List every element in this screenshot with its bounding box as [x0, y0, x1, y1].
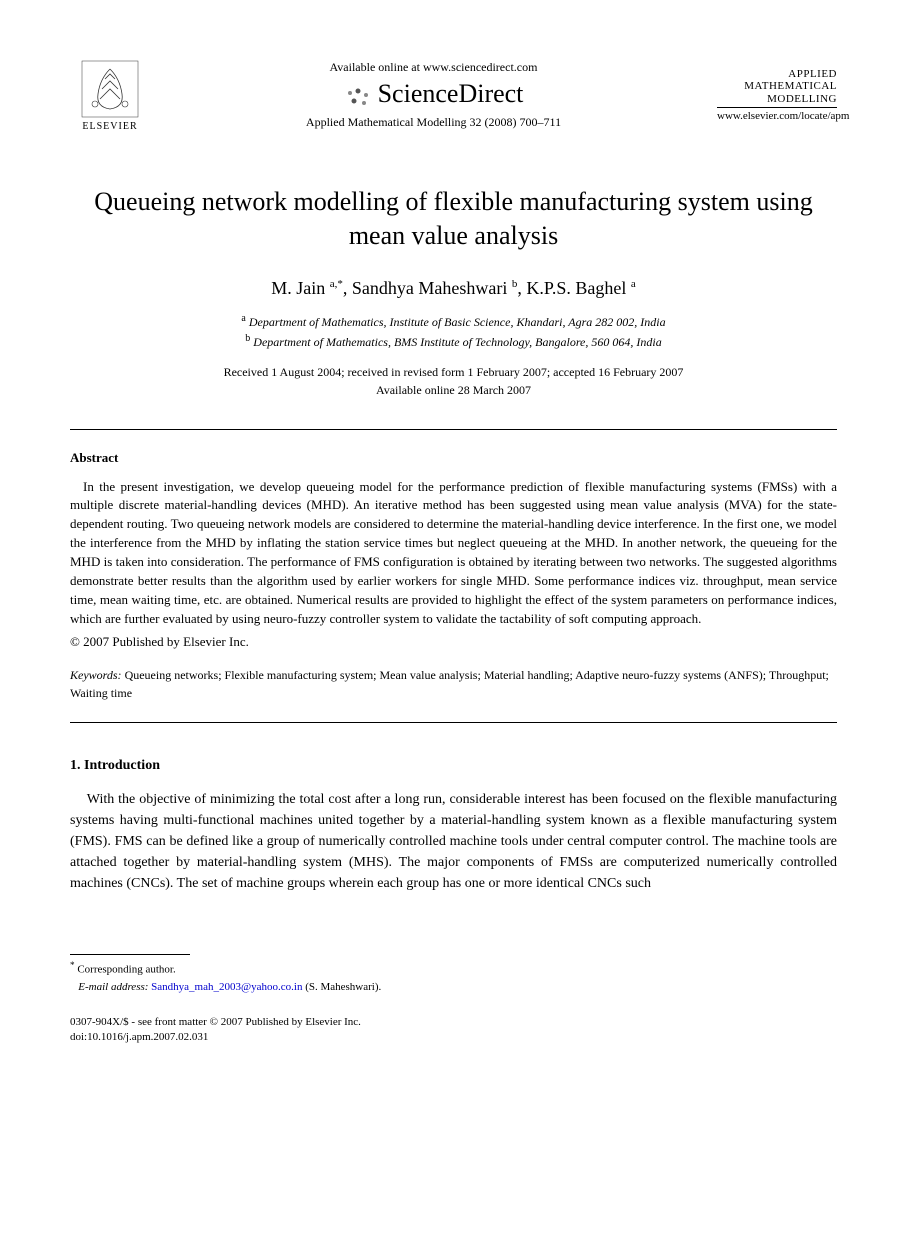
sciencedirect-label: ScienceDirect — [378, 79, 524, 109]
paper-header: ELSEVIER Available online at www.science… — [70, 50, 837, 140]
journal-logo: APPLIED MATHEMATICAL MODELLING — [717, 68, 837, 104]
journal-logo-block: APPLIED MATHEMATICAL MODELLING www.elsev… — [717, 68, 837, 121]
corresponding-author-note: * Corresponding author. — [70, 959, 837, 978]
journal-url: www.elsevier.com/locate/apm — [717, 107, 837, 122]
keywords-label: Keywords: — [70, 668, 122, 682]
section-1-body: With the objective of minimizing the tot… — [70, 789, 837, 894]
email-attrib: (S. Maheshwari). — [305, 981, 381, 993]
abstract-body: In the present investigation, we develop… — [70, 478, 837, 629]
paper-title: Queueing network modelling of flexible m… — [70, 185, 837, 253]
authors: M. Jain a,*, Sandhya Maheshwari b, K.P.S… — [70, 278, 837, 299]
affiliations: a Department of Mathematics, Institute o… — [70, 311, 837, 351]
sciencedirect-dots-icon — [344, 84, 374, 104]
available-online-text: Available online at www.sciencedirect.co… — [150, 60, 717, 75]
elsevier-logo: ELSEVIER — [70, 50, 150, 140]
email-label: E-mail address: — [78, 981, 148, 993]
dates-received: Received 1 August 2004; received in revi… — [70, 363, 837, 381]
footer-front-matter: 0307-904X/$ - see front matter © 2007 Pu… — [70, 1015, 837, 1030]
journal-logo-line: MODELLING — [717, 93, 837, 105]
footnote-block: * Corresponding author. E-mail address: … — [70, 959, 837, 995]
dates-online: Available online 28 March 2007 — [70, 381, 837, 399]
center-header: Available online at www.sciencedirect.co… — [150, 60, 717, 130]
keywords: Keywords: Queueing networks; Flexible ma… — [70, 666, 837, 702]
affiliation-b: b Department of Mathematics, BMS Institu… — [70, 331, 837, 351]
section-1-heading: 1. Introduction — [70, 758, 837, 774]
email-link[interactable]: Sandhya_mah_2003@yahoo.co.in — [151, 981, 302, 993]
journal-logo-line: APPLIED — [717, 68, 837, 80]
sciencedirect-logo: ScienceDirect — [150, 79, 717, 109]
journal-reference: Applied Mathematical Modelling 32 (2008)… — [150, 115, 717, 130]
email-line: E-mail address: Sandhya_mah_2003@yahoo.c… — [70, 979, 837, 996]
footnote-rule — [70, 954, 190, 955]
journal-logo-line: MATHEMATICAL — [717, 80, 837, 92]
affiliation-a: a Department of Mathematics, Institute o… — [70, 311, 837, 331]
elsevier-label: ELSEVIER — [82, 121, 137, 132]
divider — [70, 722, 837, 723]
divider — [70, 429, 837, 430]
elsevier-tree-icon — [80, 59, 140, 119]
keywords-text: Queueing networks; Flexible manufacturin… — [70, 668, 829, 700]
footer-doi: doi:10.1016/j.apm.2007.02.031 — [70, 1030, 837, 1045]
article-dates: Received 1 August 2004; received in revi… — [70, 363, 837, 399]
abstract-heading: Abstract — [70, 450, 837, 466]
abstract-copyright: © 2007 Published by Elsevier Inc. — [70, 634, 837, 650]
footer-block: 0307-904X/$ - see front matter © 2007 Pu… — [70, 1015, 837, 1046]
